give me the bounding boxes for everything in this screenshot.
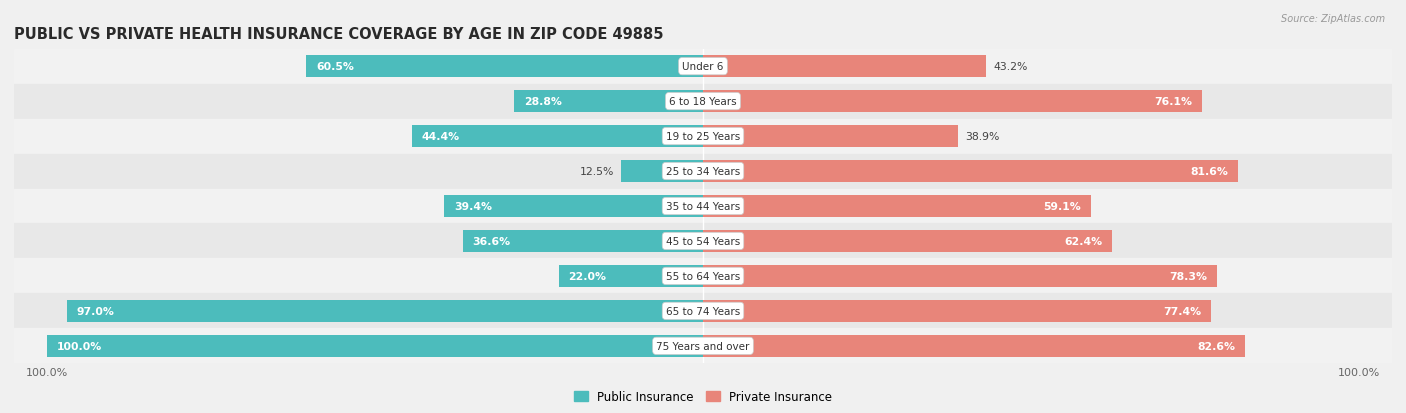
Text: 60.5%: 60.5% bbox=[316, 62, 354, 72]
Bar bbox=[703, 56, 987, 78]
Bar bbox=[444, 196, 703, 217]
Bar bbox=[703, 196, 1091, 217]
Text: 76.1%: 76.1% bbox=[1154, 97, 1192, 107]
Text: 45 to 54 Years: 45 to 54 Years bbox=[666, 236, 740, 247]
Bar bbox=[703, 230, 1112, 252]
Bar bbox=[14, 189, 1392, 224]
Text: 78.3%: 78.3% bbox=[1168, 271, 1206, 281]
Bar bbox=[463, 230, 703, 252]
Text: 82.6%: 82.6% bbox=[1197, 341, 1234, 351]
Bar bbox=[703, 126, 959, 147]
Text: 59.1%: 59.1% bbox=[1043, 202, 1081, 211]
Bar bbox=[515, 91, 703, 113]
Text: 28.8%: 28.8% bbox=[524, 97, 562, 107]
Text: 39.4%: 39.4% bbox=[454, 202, 492, 211]
Text: 25 to 34 Years: 25 to 34 Years bbox=[666, 166, 740, 177]
Text: 81.6%: 81.6% bbox=[1191, 166, 1229, 177]
Bar bbox=[14, 294, 1392, 329]
Text: 19 to 25 Years: 19 to 25 Years bbox=[666, 132, 740, 142]
Bar bbox=[621, 161, 703, 183]
Text: 12.5%: 12.5% bbox=[581, 166, 614, 177]
Text: 35 to 44 Years: 35 to 44 Years bbox=[666, 202, 740, 211]
Bar bbox=[14, 84, 1392, 119]
Legend: Public Insurance, Private Insurance: Public Insurance, Private Insurance bbox=[569, 385, 837, 408]
Text: 77.4%: 77.4% bbox=[1163, 306, 1201, 316]
Bar bbox=[14, 119, 1392, 154]
Text: 44.4%: 44.4% bbox=[422, 132, 460, 142]
Text: 65 to 74 Years: 65 to 74 Years bbox=[666, 306, 740, 316]
Bar bbox=[703, 91, 1202, 113]
Bar bbox=[703, 161, 1239, 183]
Bar bbox=[558, 266, 703, 287]
Text: 62.4%: 62.4% bbox=[1064, 236, 1102, 247]
Text: PUBLIC VS PRIVATE HEALTH INSURANCE COVERAGE BY AGE IN ZIP CODE 49885: PUBLIC VS PRIVATE HEALTH INSURANCE COVER… bbox=[14, 26, 664, 41]
Text: 38.9%: 38.9% bbox=[965, 132, 1000, 142]
Bar bbox=[46, 335, 703, 357]
Bar bbox=[703, 335, 1244, 357]
Text: 22.0%: 22.0% bbox=[568, 271, 606, 281]
Bar bbox=[66, 300, 703, 322]
Bar bbox=[14, 154, 1392, 189]
Text: 6 to 18 Years: 6 to 18 Years bbox=[669, 97, 737, 107]
Bar bbox=[14, 259, 1392, 294]
Text: 43.2%: 43.2% bbox=[993, 62, 1028, 72]
Bar bbox=[412, 126, 703, 147]
Text: Under 6: Under 6 bbox=[682, 62, 724, 72]
Bar bbox=[307, 56, 703, 78]
Text: Source: ZipAtlas.com: Source: ZipAtlas.com bbox=[1281, 14, 1385, 24]
Bar bbox=[14, 50, 1392, 84]
Text: 97.0%: 97.0% bbox=[76, 306, 114, 316]
Text: 100.0%: 100.0% bbox=[56, 341, 103, 351]
Bar bbox=[14, 224, 1392, 259]
Text: 75 Years and over: 75 Years and over bbox=[657, 341, 749, 351]
Text: 55 to 64 Years: 55 to 64 Years bbox=[666, 271, 740, 281]
Bar bbox=[703, 266, 1216, 287]
Bar bbox=[703, 300, 1211, 322]
Bar bbox=[14, 329, 1392, 363]
Text: 36.6%: 36.6% bbox=[472, 236, 510, 247]
